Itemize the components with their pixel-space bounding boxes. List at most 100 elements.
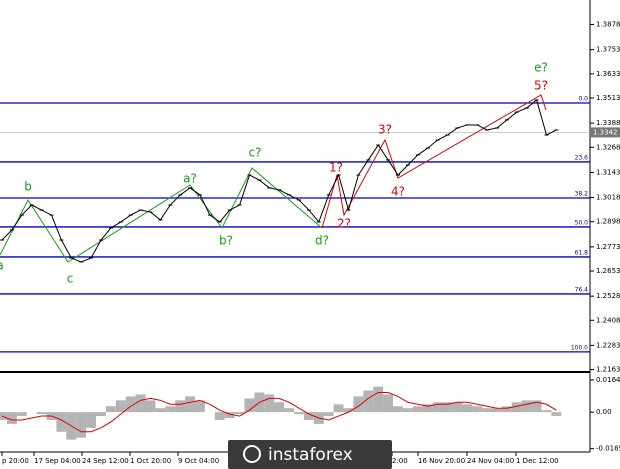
histogram-bar <box>472 406 483 413</box>
histogram-bar <box>402 408 413 413</box>
histogram-bar <box>155 408 166 413</box>
histogram-bar <box>284 408 294 413</box>
histogram-bar <box>135 394 146 413</box>
y-tick-label: 1.2773 <box>596 243 620 251</box>
y-tick-label: 1.2653 <box>596 267 620 275</box>
wave-label: 1? <box>329 161 343 175</box>
histogram-bar <box>363 390 374 413</box>
wave-label: 5? <box>534 79 548 93</box>
histogram-bar <box>422 404 433 413</box>
y-tick-label: 1.3018 <box>596 194 620 202</box>
y-tick-label: 1.2283 <box>596 341 620 349</box>
fib-label: 61.8 <box>575 249 589 256</box>
histogram-bar <box>412 406 423 413</box>
histogram-bar <box>214 412 225 420</box>
x-tick-label: 1 Oct 20:00 <box>130 457 171 465</box>
wave-label: b? <box>219 234 233 248</box>
main-panel <box>0 0 590 372</box>
histogram-bar <box>442 402 453 413</box>
histogram-bar <box>234 412 245 415</box>
watermark: instaforex <box>268 445 353 465</box>
current-price-label: 1.3342 <box>593 128 618 136</box>
y-tick-label: 1.3143 <box>596 168 620 176</box>
current-price-box <box>590 127 620 138</box>
histogram-bar <box>511 402 522 413</box>
histogram-bar <box>125 396 136 413</box>
histogram-bar <box>492 408 502 413</box>
fib-label: 50.0 <box>575 219 589 226</box>
y-tick-label: 1.2163 <box>596 366 620 374</box>
y-tick-label: 1.3388 <box>596 119 620 127</box>
watermark-box <box>228 440 392 469</box>
histogram-bar <box>185 396 195 413</box>
histogram-bar <box>343 408 354 413</box>
histogram-bar <box>36 412 47 415</box>
wave-label: a <box>0 259 4 273</box>
fib-label: 100.0 <box>571 344 588 351</box>
y-tick-label: 1.2408 <box>596 316 620 324</box>
y-tick-label: 0.0164 <box>596 376 620 384</box>
histogram-bar <box>76 412 87 438</box>
histogram-bar <box>274 402 285 413</box>
histogram-bar <box>294 412 304 415</box>
wave-label: 4? <box>391 185 405 199</box>
fib-label: 76.4 <box>575 286 589 293</box>
histogram-bar <box>244 398 255 413</box>
fib-label: 23.6 <box>575 154 589 161</box>
x-tick-label: 24 Sep 12:00 <box>82 457 129 465</box>
histogram-bar <box>482 408 492 413</box>
wave-label: a? <box>183 172 197 186</box>
y-tick-label: 1.3878 <box>596 21 620 29</box>
histogram-bar <box>115 400 126 413</box>
histogram-bar <box>96 412 106 417</box>
y-tick-label: 1.3753 <box>596 46 620 54</box>
histogram-bar <box>383 394 393 413</box>
wave-line-green <box>0 167 323 263</box>
histogram-bar <box>56 412 67 432</box>
histogram-bar <box>16 412 27 417</box>
histogram-bar <box>333 404 344 413</box>
signal-line <box>1 391 557 433</box>
histogram-bar <box>165 406 176 413</box>
watermark-icon <box>243 445 261 463</box>
y-tick-label: 0.00 <box>596 408 612 416</box>
wave-label: 2? <box>337 217 351 231</box>
y-tick-label: 1.2528 <box>596 292 620 300</box>
histogram-bar <box>551 412 562 417</box>
histogram-bar <box>303 412 314 420</box>
x-tick-label: 24 Nov 04:00 <box>467 457 514 465</box>
histogram-bar <box>6 412 17 424</box>
x-tick-label: 16 Nov 20:00 <box>418 457 465 465</box>
x-tick-label: p 20:00 <box>2 457 29 465</box>
histogram-bar <box>432 402 443 413</box>
wave-label: b <box>24 180 32 194</box>
x-tick-label: 1 Dec 12:00 <box>516 457 559 465</box>
wave-label: c? <box>249 146 262 160</box>
histogram-bar <box>175 400 186 413</box>
histogram-bar <box>224 412 235 419</box>
fib-label: 0.0 <box>578 96 588 103</box>
y-tick-label: 1.3633 <box>596 70 620 78</box>
x-tick-label: 9 Oct 04:00 <box>178 457 219 465</box>
y-tick-label: -0.01859 <box>596 445 620 453</box>
histogram-bar <box>353 396 364 413</box>
histogram-bar <box>452 402 463 413</box>
y-tick-label: 1.2898 <box>596 218 620 226</box>
y-tick-label: 1.3268 <box>596 143 620 151</box>
histogram-bar <box>521 400 532 413</box>
x-tick-label: 17 Sep 04:00 <box>34 457 81 465</box>
histogram-bar <box>323 412 334 417</box>
histogram-bar <box>541 410 552 413</box>
wave-label: d? <box>315 234 329 248</box>
histogram-bar <box>393 406 403 413</box>
wave-label: e? <box>534 61 548 75</box>
wave-label: c <box>67 272 74 286</box>
histogram-bar <box>145 400 156 413</box>
histogram-bar <box>462 404 473 413</box>
histogram-bar <box>86 412 96 428</box>
y-tick-label: 1.3513 <box>596 94 620 102</box>
wave-label: 3? <box>378 123 392 137</box>
histogram-bar <box>195 400 205 413</box>
